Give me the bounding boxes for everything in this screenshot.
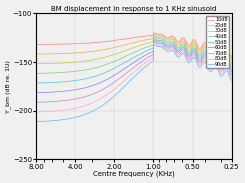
30dB [35, 63, 38, 65]
30dB [140, 44, 143, 46]
90dB [140, 69, 143, 71]
10dB [220, 53, 223, 55]
30dB [40, 63, 43, 65]
60dB [220, 67, 223, 69]
50dB [152, 38, 155, 40]
40dB [220, 61, 223, 64]
80dB [35, 111, 38, 113]
70dB [230, 74, 233, 76]
50dB [230, 68, 233, 70]
Line: 50dB: 50dB [36, 39, 232, 83]
70dB [35, 101, 38, 103]
Line: 20dB: 20dB [36, 34, 232, 60]
20dB [135, 41, 138, 43]
90dB [152, 43, 155, 46]
80dB [40, 111, 43, 113]
30dB [40, 63, 43, 65]
20dB [230, 59, 233, 61]
40dB [140, 48, 143, 50]
70dB [220, 70, 223, 72]
X-axis label: Centre frequency (KHz): Centre frequency (KHz) [93, 171, 175, 178]
30dB [135, 46, 138, 48]
90dB [40, 120, 43, 123]
70dB [40, 101, 43, 103]
50dB [76, 79, 79, 81]
20dB [40, 53, 43, 55]
20dB [76, 52, 79, 54]
10dB [40, 43, 43, 45]
70dB [76, 97, 79, 100]
10dB [135, 36, 138, 38]
40dB [135, 50, 138, 52]
60dB [35, 92, 38, 94]
50dB [40, 82, 43, 84]
80dB [140, 65, 143, 67]
20dB [220, 56, 223, 58]
Y-axis label: Y_bm (dB re. 1U): Y_bm (dB re. 1U) [6, 60, 11, 113]
60dB [76, 88, 79, 90]
10dB [40, 43, 43, 45]
50dB [220, 64, 223, 66]
30dB [230, 62, 233, 64]
70dB [152, 40, 155, 43]
50dB [40, 82, 43, 84]
70dB [40, 101, 43, 103]
Line: 40dB: 40dB [36, 37, 232, 73]
30dB [220, 59, 223, 61]
60dB [40, 92, 43, 94]
10dB [140, 36, 143, 38]
60dB [135, 59, 138, 62]
90dB [135, 74, 138, 76]
80dB [135, 69, 138, 71]
30dB [152, 35, 155, 37]
60dB [152, 39, 155, 41]
80dB [40, 111, 43, 113]
Line: 60dB: 60dB [36, 40, 232, 93]
Line: 30dB: 30dB [36, 36, 232, 64]
20dB [152, 33, 155, 35]
40dB [40, 72, 43, 74]
90dB [40, 120, 43, 123]
40dB [152, 36, 155, 38]
50dB [135, 55, 138, 57]
Line: 80dB: 80dB [36, 43, 232, 112]
Line: 10dB: 10dB [36, 33, 232, 57]
Legend: 10dB, 20dB, 30dB, 40dB, 50dB, 60dB, 70dB, 80dB, 90dB: 10dB, 20dB, 30dB, 40dB, 50dB, 60dB, 70dB… [206, 16, 229, 68]
Line: 70dB: 70dB [36, 42, 232, 102]
10dB [230, 56, 233, 58]
70dB [140, 60, 143, 63]
70dB [135, 64, 138, 66]
90dB [35, 121, 38, 123]
20dB [40, 53, 43, 55]
20dB [140, 40, 143, 42]
50dB [140, 52, 143, 54]
40dB [230, 65, 233, 67]
60dB [40, 92, 43, 94]
50dB [35, 82, 38, 84]
90dB [220, 75, 223, 77]
60dB [230, 71, 233, 73]
90dB [230, 79, 233, 82]
40dB [40, 72, 43, 74]
Line: 90dB: 90dB [36, 44, 232, 122]
80dB [230, 76, 233, 79]
80dB [76, 107, 79, 109]
10dB [152, 32, 155, 34]
10dB [35, 43, 38, 46]
80dB [152, 42, 155, 44]
90dB [76, 116, 79, 118]
80dB [220, 72, 223, 75]
10dB [76, 43, 79, 45]
60dB [140, 56, 143, 59]
20dB [35, 53, 38, 55]
Title: BM displacement in response to 1 KHz sinusoid: BM displacement in response to 1 KHz sin… [51, 5, 217, 12]
30dB [76, 61, 79, 63]
40dB [76, 70, 79, 72]
40dB [35, 72, 38, 74]
